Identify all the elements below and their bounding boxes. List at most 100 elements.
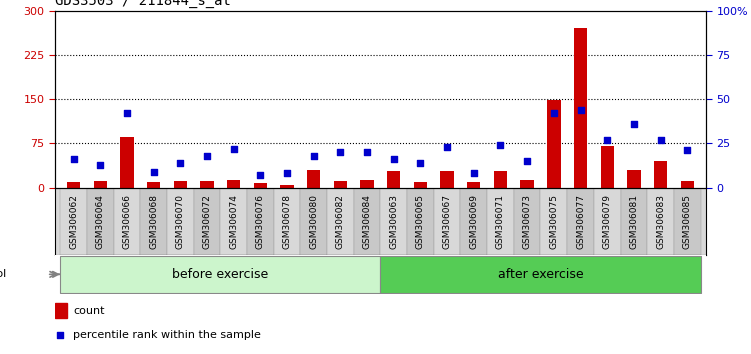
Bar <box>87 188 113 255</box>
Text: GSM306067: GSM306067 <box>442 194 451 249</box>
Bar <box>147 182 160 188</box>
Text: count: count <box>73 306 104 316</box>
Point <box>54 332 66 337</box>
Point <box>281 171 293 176</box>
Bar <box>60 256 380 293</box>
Bar <box>300 188 327 255</box>
Point <box>308 153 320 159</box>
Point <box>228 146 240 152</box>
Text: GSM306066: GSM306066 <box>122 194 131 249</box>
Text: protocol: protocol <box>0 269 6 279</box>
Bar <box>247 188 273 255</box>
Text: GSM306079: GSM306079 <box>603 194 612 249</box>
Bar <box>167 188 194 255</box>
Bar <box>55 303 67 318</box>
Text: GSM306068: GSM306068 <box>149 194 158 249</box>
Bar <box>387 171 400 188</box>
Point <box>547 110 559 116</box>
Point <box>494 142 506 148</box>
Bar <box>254 183 267 188</box>
Point <box>521 158 533 164</box>
Text: GSM306065: GSM306065 <box>416 194 425 249</box>
Bar <box>680 181 694 188</box>
Bar <box>514 188 541 255</box>
Bar <box>567 188 594 255</box>
Text: GDS3503 / 211844_s_at: GDS3503 / 211844_s_at <box>55 0 231 8</box>
Point <box>681 148 693 153</box>
Text: GSM306063: GSM306063 <box>389 194 398 249</box>
Text: GSM306076: GSM306076 <box>256 194 265 249</box>
Text: GSM306062: GSM306062 <box>69 194 78 249</box>
Point <box>147 169 159 175</box>
Bar <box>620 188 647 255</box>
Point <box>121 110 133 116</box>
Text: after exercise: after exercise <box>498 268 584 281</box>
Bar <box>381 256 701 293</box>
Bar <box>654 161 667 188</box>
Point <box>415 160 427 166</box>
Point <box>628 121 640 127</box>
Bar <box>307 170 321 188</box>
Point <box>334 149 346 155</box>
Point <box>361 149 373 155</box>
Point <box>174 160 186 166</box>
Bar <box>94 181 107 188</box>
Bar <box>647 188 674 255</box>
Bar <box>201 181 213 188</box>
Point <box>68 156 80 162</box>
Bar <box>60 188 87 255</box>
Bar <box>440 171 454 188</box>
Text: before exercise: before exercise <box>172 268 268 281</box>
Bar <box>520 180 534 188</box>
Bar <box>594 188 620 255</box>
Text: GSM306069: GSM306069 <box>469 194 478 249</box>
Bar <box>220 188 247 255</box>
Bar <box>601 146 614 188</box>
Bar <box>113 188 140 255</box>
Text: GSM306083: GSM306083 <box>656 194 665 249</box>
Text: GSM306084: GSM306084 <box>363 194 372 249</box>
Bar <box>67 182 80 188</box>
Bar <box>120 137 134 188</box>
Bar <box>574 28 587 188</box>
Point <box>602 137 614 143</box>
Point <box>655 137 667 143</box>
Bar <box>381 188 407 255</box>
Bar <box>227 180 240 188</box>
Point <box>94 162 106 167</box>
Bar <box>541 188 567 255</box>
Point <box>388 156 400 162</box>
Text: GSM306075: GSM306075 <box>549 194 558 249</box>
Text: GSM306074: GSM306074 <box>229 194 238 249</box>
Point <box>575 107 587 113</box>
Bar <box>487 188 514 255</box>
Bar <box>194 188 220 255</box>
Text: percentile rank within the sample: percentile rank within the sample <box>73 330 261 339</box>
Bar <box>140 188 167 255</box>
Bar <box>407 188 434 255</box>
Point <box>468 171 480 176</box>
Bar <box>280 185 294 188</box>
Bar <box>273 188 300 255</box>
Text: GSM306085: GSM306085 <box>683 194 692 249</box>
Text: GSM306081: GSM306081 <box>629 194 638 249</box>
Bar <box>460 188 487 255</box>
Bar <box>434 188 460 255</box>
Bar <box>360 180 374 188</box>
Bar <box>354 188 381 255</box>
Bar <box>674 188 701 255</box>
Bar <box>494 171 507 188</box>
Text: GSM306071: GSM306071 <box>496 194 505 249</box>
Bar <box>414 182 427 188</box>
Bar <box>173 181 187 188</box>
Bar <box>627 170 641 188</box>
Bar <box>333 181 347 188</box>
Point <box>255 172 267 178</box>
Bar <box>327 188 354 255</box>
Text: GSM306073: GSM306073 <box>523 194 532 249</box>
Point <box>201 153 213 159</box>
Text: GSM306080: GSM306080 <box>309 194 318 249</box>
Text: GSM306078: GSM306078 <box>282 194 291 249</box>
Point <box>441 144 453 150</box>
Text: GSM306072: GSM306072 <box>203 194 212 249</box>
